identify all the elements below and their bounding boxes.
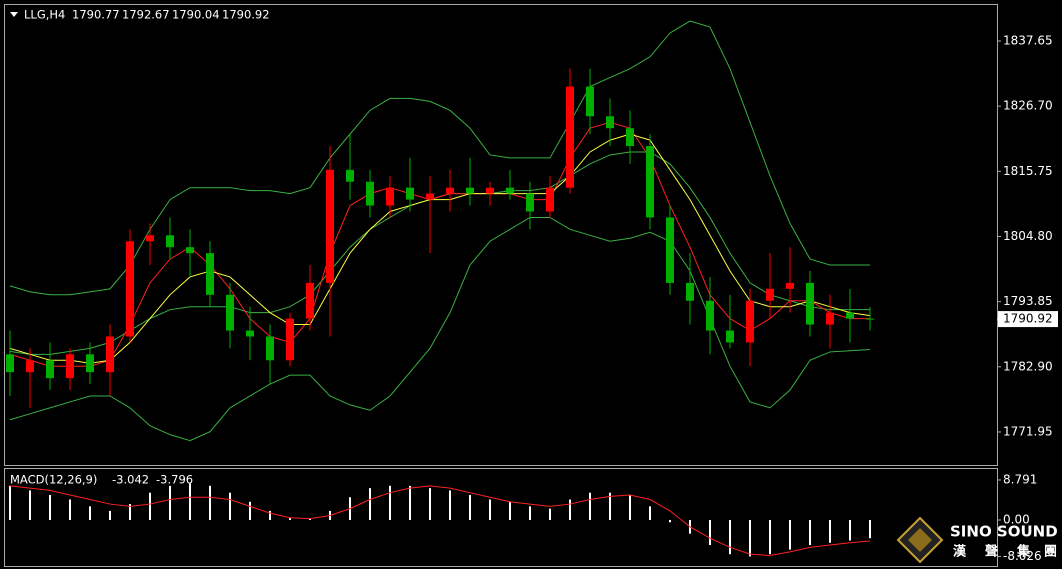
macd-y-tick-label: -8.026 — [1003, 549, 1042, 563]
y-tick-label: 1771.95 — [1003, 424, 1053, 438]
candle-body — [246, 330, 254, 337]
indicator-line — [9, 216, 871, 442]
candle-body — [766, 288, 774, 301]
candle-body — [746, 300, 754, 343]
candle-body — [586, 86, 594, 117]
candle-body — [386, 187, 394, 206]
macd-label: MACD(12,26,9) — [10, 473, 97, 487]
collapse-icon[interactable] — [10, 12, 18, 17]
candle-body — [266, 336, 274, 361]
candle-body — [446, 187, 454, 194]
logo-brand: SINO SOUND — [950, 523, 1058, 541]
macd-reading: -3.042 — [112, 473, 149, 487]
candle-body — [506, 187, 514, 194]
candle-body — [166, 235, 174, 248]
candle-body — [786, 282, 794, 289]
candle-body — [306, 282, 314, 319]
candle-body — [526, 193, 534, 212]
indicator-line — [9, 133, 871, 364]
candle-body — [406, 187, 414, 200]
candle-body — [866, 318, 874, 320]
candle-body — [666, 217, 674, 283]
candle-body — [486, 187, 494, 194]
indicator-line — [9, 121, 870, 367]
logo-inner — [908, 528, 932, 552]
candle-body — [806, 282, 814, 325]
candle-body — [426, 193, 434, 200]
candle-body — [606, 116, 614, 129]
y-tick-label: 1837.65 — [1003, 34, 1053, 48]
logo-char: 漢 — [953, 544, 967, 560]
candle-body — [686, 282, 694, 301]
candle-body — [826, 312, 834, 325]
macd-reading: -3.796 — [156, 473, 193, 487]
logo-char: 聲 — [985, 544, 998, 560]
candle-body — [186, 247, 194, 254]
y-tick-label: 1793.85 — [1003, 294, 1053, 308]
candle-body — [626, 128, 634, 147]
indicator-line — [9, 20, 870, 296]
candle-body — [726, 330, 734, 343]
last-price-box — [998, 311, 1058, 328]
logo-char: 集 — [1016, 544, 1031, 560]
candle-body — [106, 336, 114, 373]
candle-body — [6, 354, 14, 373]
ohlc-value: 1792.67 — [122, 8, 170, 22]
candle-body — [226, 294, 234, 331]
candle-body — [846, 312, 854, 319]
last-price-label: 1790.92 — [1003, 312, 1053, 326]
candle-body — [26, 360, 34, 373]
candle-body — [46, 360, 54, 379]
ohlc-value: 1790.77 — [72, 8, 120, 22]
candle-body — [706, 300, 714, 331]
y-tick-label: 1782.90 — [1003, 359, 1053, 373]
macd-y-tick-label: 0.00 — [1003, 513, 1030, 527]
ohlc-value: 1790.04 — [172, 8, 220, 22]
logo: SINO SOUND 漢 聲 集 團 — [896, 516, 1058, 564]
candle-body — [286, 318, 294, 361]
logo-char: 團 — [1044, 545, 1057, 560]
y-tick-label: 1815.75 — [1003, 164, 1053, 178]
main-frame — [4, 4, 998, 466]
candle-body — [146, 235, 154, 242]
header: LLG,H4 1790.77 1792.67 1790.04 1790.92 — [24, 8, 270, 22]
candle-body — [366, 181, 374, 206]
candle-body — [646, 146, 654, 218]
candle-body — [466, 187, 474, 194]
candle-body — [126, 241, 134, 337]
macd-frame — [4, 468, 998, 567]
candle-body — [206, 253, 214, 295]
candle-body — [566, 86, 574, 188]
macd-signal — [9, 485, 871, 557]
candle-body — [86, 354, 94, 373]
symbol: LLG,H4 — [24, 8, 65, 22]
candle-body — [346, 169, 354, 182]
y-tick-label: 1804.80 — [1003, 229, 1053, 243]
candle-body — [66, 354, 74, 379]
candle-body — [326, 169, 334, 283]
macd-header: MACD(12,26,9) -3.042 -3.796 — [10, 473, 193, 487]
macd-y-tick-label: 8.791 — [1003, 472, 1037, 486]
y-tick-label: 1826.70 — [1003, 99, 1053, 113]
candle-body — [546, 187, 554, 212]
ohlc-value: 1790.92 — [222, 8, 270, 22]
